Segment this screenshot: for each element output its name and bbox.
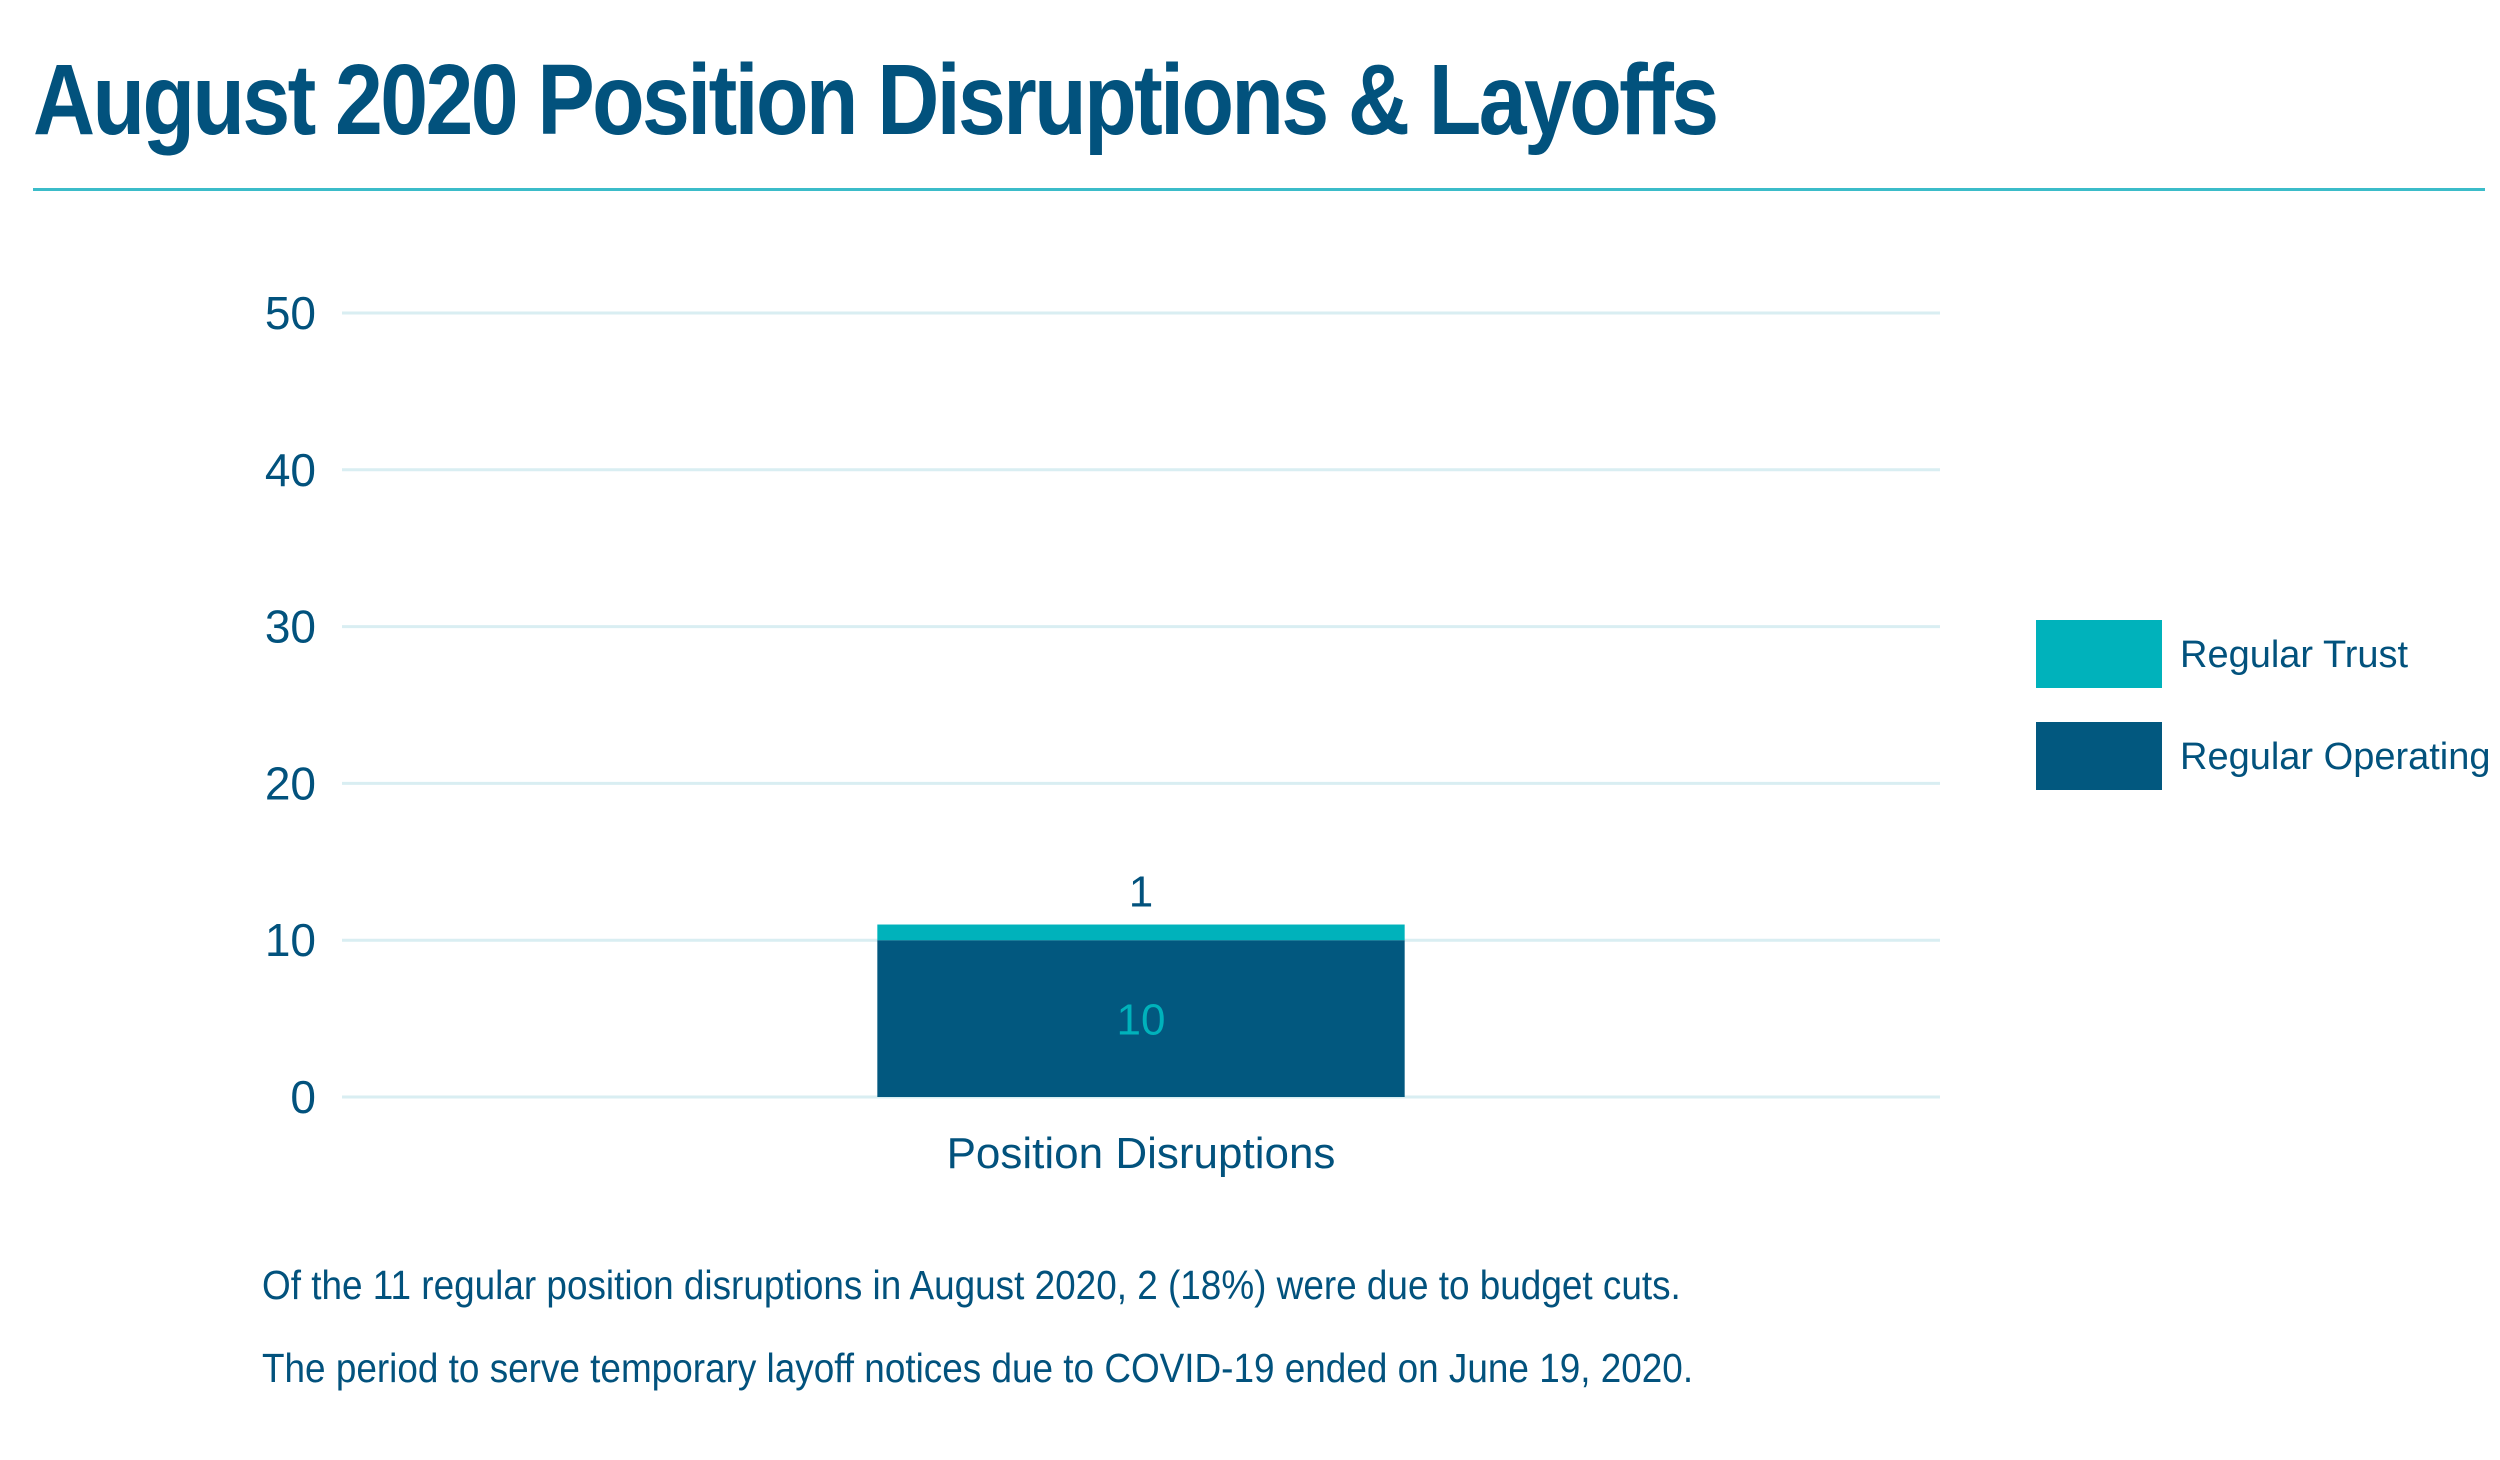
x-axis-ticks: Position Disruptions: [947, 1129, 1336, 1178]
legend-label: Regular Trust: [2180, 634, 2409, 676]
y-axis-ticks: 0 10 20 30 40 50: [265, 287, 316, 1123]
title-divider: [33, 188, 2485, 191]
data-label: 10: [1117, 996, 1166, 1045]
page-title: August 2020 Position Disruptions & Layof…: [33, 44, 1719, 156]
x-tick-label: Position Disruptions: [947, 1129, 1336, 1178]
caption-covid-notice: The period to serve temporary layoff not…: [262, 1345, 1694, 1391]
legend-item: Regular Operating: [2036, 722, 2491, 790]
y-tick-label: 0: [290, 1071, 316, 1123]
y-tick-label: 20: [265, 757, 316, 809]
legend-item: Regular Trust: [2036, 620, 2409, 688]
caption-budget-cuts: Of the 11 regular position disruptions i…: [262, 1262, 1681, 1308]
y-tick-label: 30: [265, 601, 316, 653]
bars: [877, 924, 1405, 1097]
y-tick-label: 40: [265, 444, 316, 496]
bar-segment: [877, 940, 1405, 1097]
y-tick-label: 50: [265, 287, 316, 339]
legend-swatch: [2036, 620, 2162, 688]
y-tick-label: 10: [265, 914, 316, 966]
legend-label: Regular Operating: [2180, 736, 2491, 778]
bar-segment: [877, 924, 1405, 941]
data-label: 1: [1129, 868, 1153, 917]
legend: Regular Trust Regular Operating: [2036, 620, 2491, 790]
legend-swatch: [2036, 722, 2162, 790]
data-labels: 10 1: [1117, 868, 1166, 1045]
